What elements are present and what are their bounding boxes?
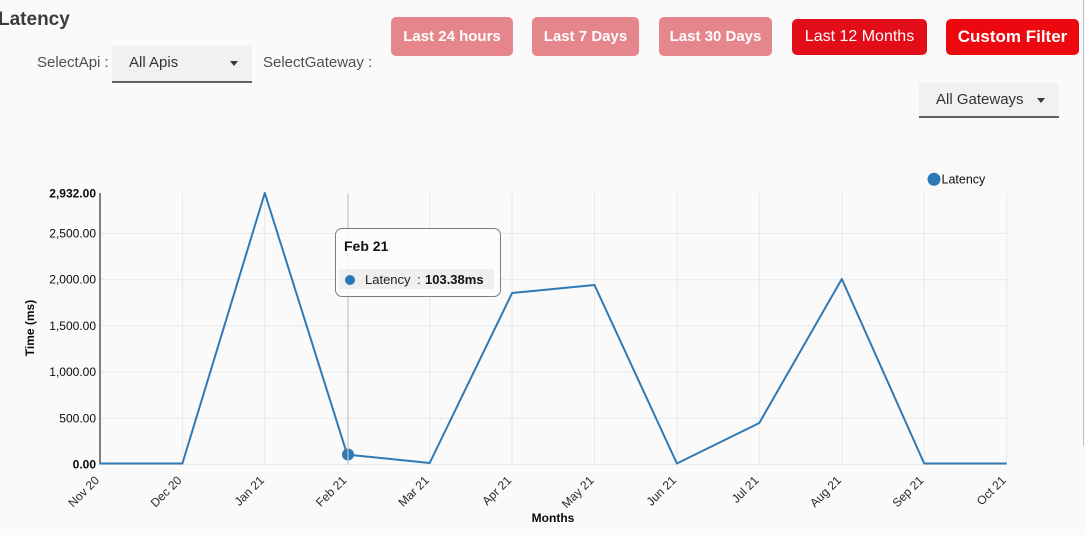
svg-text:May 21: May 21 [559,473,597,511]
svg-text:1,500.00: 1,500.00 [49,319,96,333]
svg-text:Nov 20: Nov 20 [65,473,102,510]
svg-text:1,000.00: 1,000.00 [49,365,96,379]
svg-text:Time (ms): Time (ms) [23,300,37,356]
svg-text:2,932.00: 2,932.00 [49,187,96,201]
svg-text:500.00: 500.00 [59,411,96,425]
svg-text:Apr 21: Apr 21 [479,473,514,508]
svg-text:Oct 21: Oct 21 [974,473,1009,508]
svg-text:Sep 21: Sep 21 [890,473,927,510]
svg-text:Aug 21: Aug 21 [807,473,844,510]
svg-text:Mar 21: Mar 21 [396,473,433,510]
svg-text:Dec 20: Dec 20 [148,473,185,510]
svg-text:Feb 21: Feb 21 [313,473,350,510]
svg-text:Months: Months [532,511,575,525]
svg-text:Jan 21: Jan 21 [232,473,268,509]
svg-text:0.00: 0.00 [73,458,97,472]
svg-text:Latency: Latency [942,173,987,187]
svg-text:2,000.00: 2,000.00 [49,273,96,287]
svg-text:Jun 21: Jun 21 [644,473,680,509]
svg-text:Jul 21: Jul 21 [729,473,762,506]
svg-text:2,500.00: 2,500.00 [49,226,96,240]
